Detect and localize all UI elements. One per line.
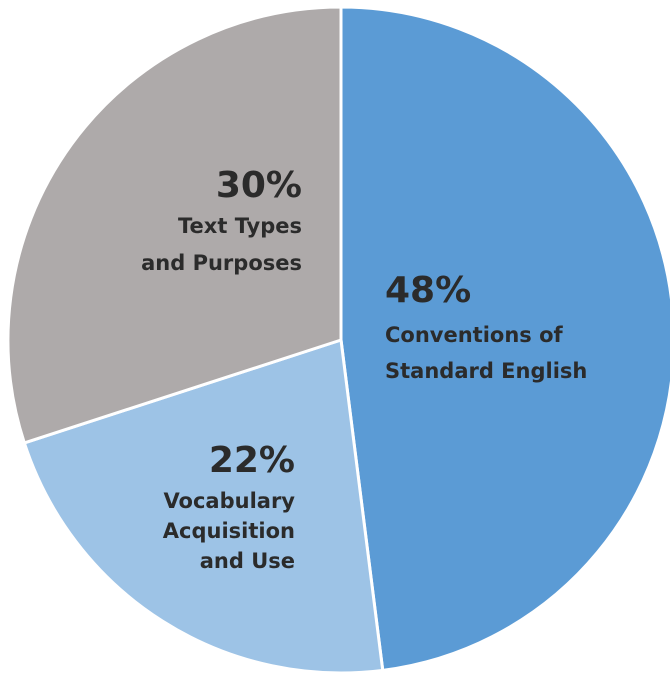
pie-slice-1 xyxy=(339,5,670,672)
pie-slices xyxy=(6,5,670,673)
slice-category-label: Standard English xyxy=(385,359,587,383)
slice-category-label: and Use xyxy=(200,549,295,573)
slice-category-label: Text Types xyxy=(178,214,302,238)
slice-category-label: and Purposes xyxy=(141,251,302,275)
slice-category-label: Vocabulary xyxy=(163,489,295,513)
slice-percent-label: 30% xyxy=(216,165,302,206)
slice-percent-label: 22% xyxy=(209,440,295,481)
slice-category-label: Conventions of xyxy=(385,323,564,347)
slice-category-label: Acquisition xyxy=(163,519,295,543)
pie-slice-3 xyxy=(6,5,343,445)
slice-percent-label: 48% xyxy=(385,270,471,311)
pie-labels: 48% Conventions of Standard English 22% Voca… xyxy=(141,165,587,573)
